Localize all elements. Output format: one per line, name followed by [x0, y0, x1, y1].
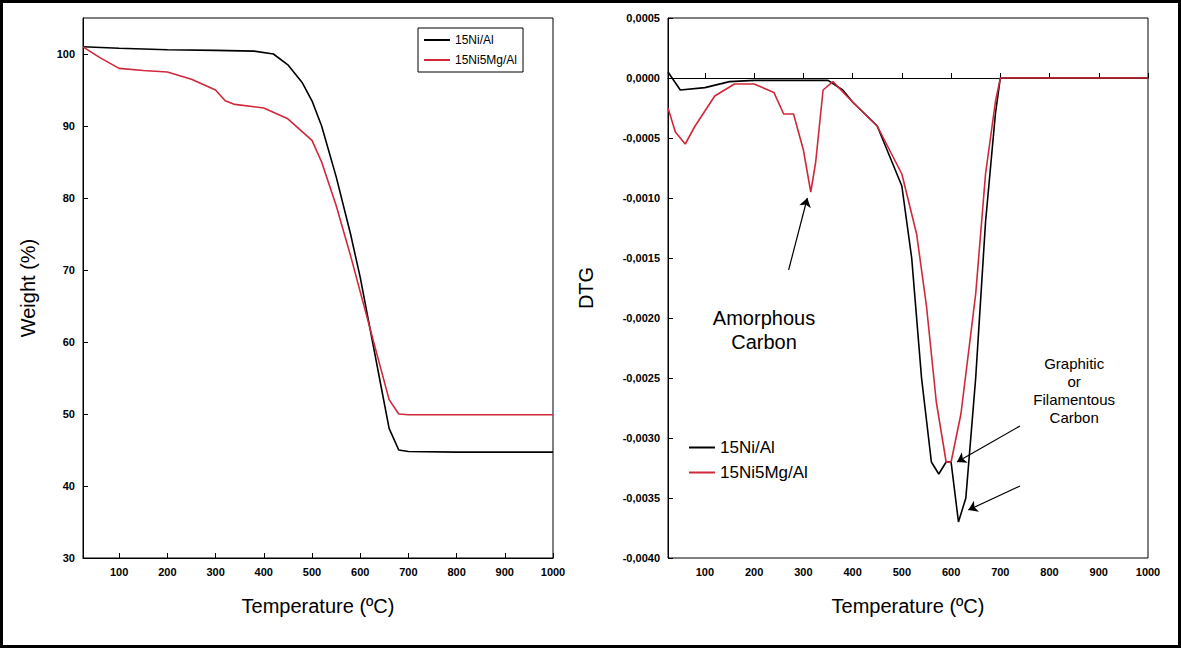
svg-text:or: or: [1067, 373, 1080, 390]
svg-text:Temperature (ºC): Temperature (ºC): [242, 595, 395, 617]
svg-text:-0,0030: -0,0030: [623, 432, 660, 444]
svg-text:500: 500: [893, 566, 911, 578]
svg-text:300: 300: [206, 566, 224, 578]
svg-text:900: 900: [496, 566, 514, 578]
svg-text:1000: 1000: [541, 566, 565, 578]
svg-text:80: 80: [63, 192, 75, 204]
svg-text:100: 100: [57, 48, 75, 60]
svg-text:-0,0005: -0,0005: [623, 132, 660, 144]
svg-text:-0,0015: -0,0015: [623, 252, 660, 264]
svg-text:40: 40: [63, 480, 75, 492]
svg-text:-0,0010: -0,0010: [623, 192, 660, 204]
svg-text:15Ni/Al: 15Ni/Al: [455, 33, 494, 47]
svg-text:200: 200: [158, 566, 176, 578]
svg-text:Filamentous: Filamentous: [1033, 391, 1115, 408]
svg-text:0,0005: 0,0005: [626, 12, 660, 24]
svg-text:600: 600: [942, 566, 960, 578]
svg-text:600: 600: [351, 566, 369, 578]
svg-text:Temperature (ºC): Temperature (ºC): [832, 595, 985, 617]
svg-text:800: 800: [447, 566, 465, 578]
svg-text:500: 500: [303, 566, 321, 578]
svg-text:70: 70: [63, 264, 75, 276]
svg-text:400: 400: [843, 566, 861, 578]
svg-text:60: 60: [63, 336, 75, 348]
svg-text:700: 700: [399, 566, 417, 578]
svg-text:300: 300: [794, 566, 812, 578]
svg-text:0,0000: 0,0000: [626, 72, 660, 84]
svg-text:Carbon: Carbon: [731, 331, 797, 353]
svg-text:30: 30: [63, 552, 75, 564]
svg-text:Carbon: Carbon: [1050, 409, 1099, 426]
svg-text:50: 50: [63, 408, 75, 420]
svg-text:15Ni/Al: 15Ni/Al: [720, 438, 775, 457]
svg-text:200: 200: [745, 566, 763, 578]
svg-text:1000: 1000: [1136, 566, 1160, 578]
svg-text:-0,0020: -0,0020: [623, 312, 660, 324]
svg-text:Amorphous: Amorphous: [713, 307, 815, 329]
svg-text:400: 400: [255, 566, 273, 578]
svg-text:Graphitic: Graphitic: [1044, 355, 1105, 372]
svg-text:900: 900: [1090, 566, 1108, 578]
svg-text:-0,0040: -0,0040: [623, 552, 660, 564]
svg-text:90: 90: [63, 120, 75, 132]
svg-text:100: 100: [696, 566, 714, 578]
svg-text:-0,0025: -0,0025: [623, 372, 660, 384]
svg-text:15Ni5Mg/Al: 15Ni5Mg/Al: [720, 463, 808, 482]
svg-text:DTG: DTG: [575, 267, 597, 309]
svg-text:800: 800: [1040, 566, 1058, 578]
svg-text:-0,0035: -0,0035: [623, 492, 660, 504]
svg-text:700: 700: [991, 566, 1009, 578]
svg-text:15Ni5Mg/Al: 15Ni5Mg/Al: [455, 53, 517, 67]
svg-text:Weight (%): Weight (%): [17, 239, 39, 338]
svg-text:100: 100: [110, 566, 128, 578]
